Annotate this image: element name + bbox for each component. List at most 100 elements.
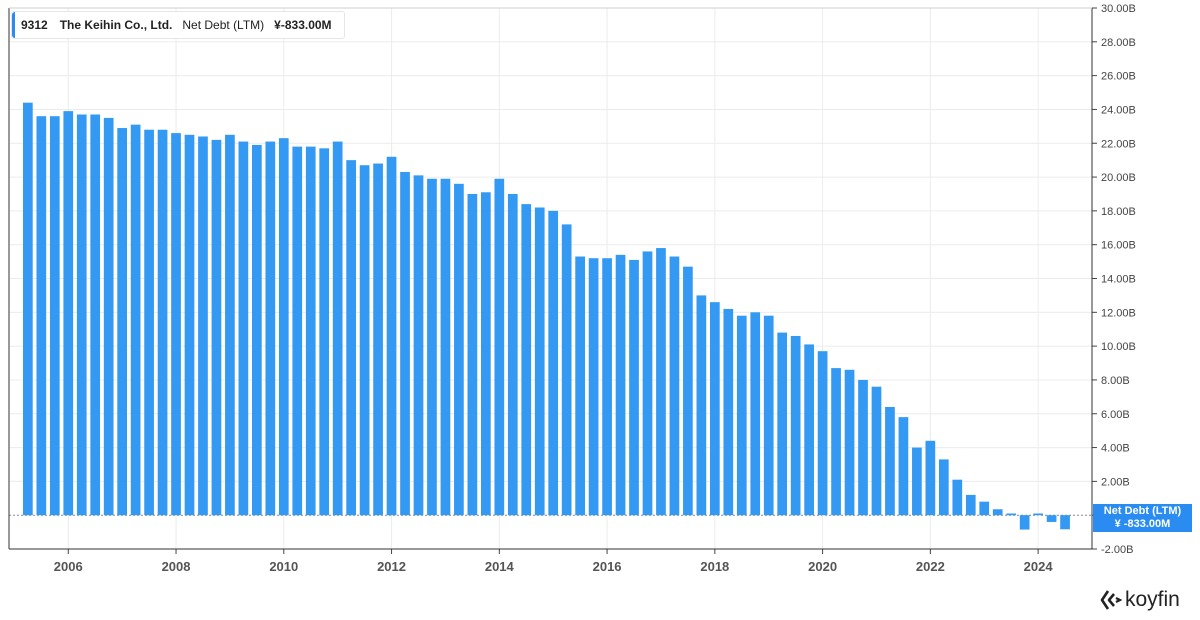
y-tick-label: 22.00B [1101, 138, 1136, 150]
bar [885, 406, 895, 516]
bar [292, 146, 303, 516]
bar [319, 148, 330, 516]
bar [413, 175, 424, 516]
bar [844, 369, 855, 516]
y-tick-label: 26.00B [1101, 71, 1136, 83]
legend-metric-value: ¥-833.00M [274, 18, 332, 32]
y-tick-label: 16.00B [1101, 240, 1136, 252]
bar [1046, 515, 1057, 522]
bar [750, 312, 761, 516]
bar [467, 193, 478, 516]
bar [23, 102, 33, 516]
bar [925, 440, 936, 516]
bar [198, 136, 208, 516]
legend-ticker: 9312 [21, 18, 48, 32]
x-tick-label: 2018 [700, 559, 729, 574]
x-tick-label: 2020 [808, 559, 837, 574]
bar [790, 335, 801, 516]
bar [602, 258, 612, 516]
y-tick-label: 6.00B [1101, 409, 1130, 421]
y-tick-label: 10.00B [1101, 341, 1136, 353]
bar [561, 224, 572, 516]
bar [507, 193, 518, 516]
bar [1033, 513, 1043, 516]
bar [225, 134, 235, 516]
bar [669, 256, 680, 516]
bar [709, 302, 720, 516]
bar [763, 315, 774, 516]
bar [184, 134, 195, 516]
y-tick-label: 20.00B [1101, 172, 1136, 184]
x-tick-label: 2014 [485, 559, 515, 574]
bar [656, 248, 666, 516]
bar [427, 178, 437, 516]
bar [817, 351, 828, 516]
x-tick-label: 2022 [916, 559, 945, 574]
bar [238, 141, 249, 516]
bar [278, 138, 289, 516]
bar [157, 129, 168, 516]
bar [952, 479, 963, 516]
bar [252, 144, 262, 516]
bar [171, 133, 181, 516]
last-value-tag: Net Debt (LTM) ¥ -833.00M [1093, 504, 1192, 532]
bar [76, 114, 87, 516]
bar [979, 501, 990, 516]
y-tick-label: 14.00B [1101, 274, 1136, 286]
bar [1006, 513, 1017, 516]
x-tick-label: 2010 [269, 559, 298, 574]
legend-color-marker [12, 12, 15, 38]
bar [871, 386, 882, 516]
y-tick-label: 8.00B [1101, 375, 1130, 387]
bar [683, 266, 693, 516]
legend-company-name: The Keihin Co., Ltd. [59, 18, 173, 32]
bar [777, 332, 788, 516]
bar [373, 163, 383, 516]
bar [130, 124, 141, 516]
bar [36, 116, 47, 516]
axes [8, 7, 1097, 554]
x-tick-label: 2008 [162, 559, 191, 574]
bar [912, 447, 922, 516]
chart-legend[interactable]: 9312 The Keihin Co., Ltd. Net Debt (LTM)… [11, 11, 345, 39]
y-tick-label: 4.00B [1101, 443, 1130, 455]
koyfin-logo-icon [1100, 590, 1122, 610]
y-tick-label: 28.00B [1101, 37, 1136, 49]
last-value-amount: ¥ -833.00M [1114, 518, 1171, 530]
bar [615, 254, 626, 516]
x-tick-label: 2006 [54, 559, 83, 574]
bar [723, 308, 734, 516]
y-tick-label: 2.00B [1101, 476, 1130, 488]
bar [938, 459, 949, 516]
bar [400, 171, 410, 516]
bar [386, 156, 397, 516]
bar [359, 165, 370, 516]
bar [575, 256, 585, 516]
bar [1019, 515, 1030, 530]
bar [548, 210, 559, 516]
bar [332, 141, 343, 516]
y-tick-label: -2.00B [1101, 544, 1133, 556]
bar [440, 178, 451, 516]
bar [588, 258, 599, 516]
bar [534, 207, 545, 516]
bar [1060, 515, 1070, 530]
bar [494, 178, 505, 516]
legend-metric-name: Net Debt (LTM) [182, 18, 265, 32]
bar [736, 315, 747, 516]
bar [992, 509, 1003, 516]
koyfin-logo: koyfin [1100, 588, 1180, 612]
bar [965, 494, 976, 516]
bar [90, 114, 101, 516]
bar [144, 129, 154, 516]
bar [211, 139, 222, 516]
bar [642, 251, 653, 516]
last-value-label: Net Debt (LTM) [1103, 505, 1182, 517]
bar [305, 146, 316, 516]
y-tick-label: 30.00B [1101, 3, 1136, 15]
x-tick-label: 2012 [377, 559, 406, 574]
y-axis-labels: -2.00B0.00B2.00B4.00B6.00B8.00B10.00B12.… [1101, 3, 1136, 556]
y-tick-label: 12.00B [1101, 307, 1136, 319]
bar [454, 183, 464, 516]
